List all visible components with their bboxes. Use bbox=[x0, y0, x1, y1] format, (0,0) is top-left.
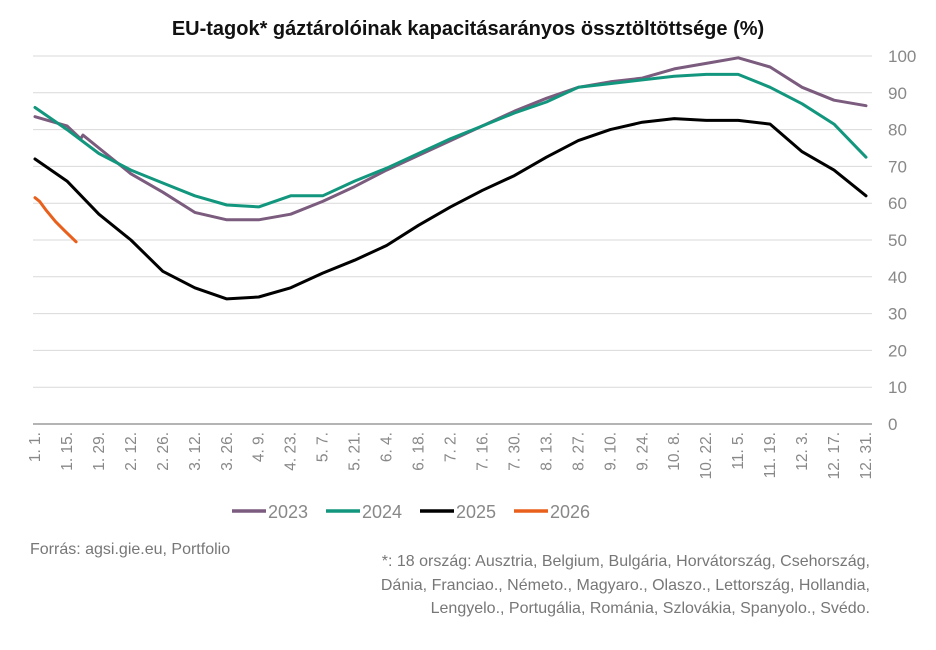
y-tick-label: 50 bbox=[888, 231, 907, 250]
x-tick-label: 10. 8. bbox=[666, 432, 683, 471]
y-tick-label: 10 bbox=[888, 378, 907, 397]
x-tick-label: 7. 2. bbox=[443, 432, 460, 462]
y-tick-label: 70 bbox=[888, 157, 907, 176]
x-tick-label: 3. 12. bbox=[187, 432, 204, 471]
x-tick-label: 8. 27. bbox=[570, 432, 587, 471]
x-tick-label: 1. 15. bbox=[59, 432, 76, 471]
x-tick-label: 6. 4. bbox=[379, 432, 396, 462]
footnote-line: Lengyelo., Portugália, Románia, Szlováki… bbox=[430, 600, 870, 617]
y-tick-label: 40 bbox=[888, 268, 907, 287]
y-tick-label: 20 bbox=[888, 341, 907, 360]
footnote: *: 18 ország: Ausztria, Belgium, Bulgári… bbox=[381, 550, 870, 621]
footnote-line: *: 18 ország: Ausztria, Belgium, Bulgári… bbox=[381, 553, 870, 570]
legend: 2023 2024 2025 2026 bbox=[232, 502, 590, 522]
x-tick-label: 7. 30. bbox=[506, 432, 523, 471]
footnote-line: Dánia, Franciao., Németo., Magyaro., Ola… bbox=[380, 576, 870, 594]
y-tick-label: 60 bbox=[888, 194, 907, 213]
x-tick-label: 6. 18. bbox=[411, 432, 428, 471]
chart-title: EU-tagok* gáztárolóinak kapacitásarányos… bbox=[171, 18, 765, 40]
x-tick-label: 12. 17. bbox=[826, 432, 843, 479]
x-tick-label: 12. 3. bbox=[794, 432, 811, 471]
legend-label-2026: 2026 bbox=[550, 502, 590, 522]
x-tick-label: 9. 10. bbox=[602, 432, 619, 471]
y-tick-label: 30 bbox=[888, 305, 907, 324]
series-line-2026 bbox=[33, 196, 78, 244]
x-tick-label: 2. 12. bbox=[123, 432, 140, 471]
y-tick-label: 0 bbox=[888, 415, 897, 434]
y-tick-label: 80 bbox=[888, 121, 907, 140]
x-tick-label: 1. 29. bbox=[91, 432, 108, 471]
source-text: Forrás: agsi.gie.eu, Portfolio bbox=[30, 541, 231, 558]
series-line-2025 bbox=[33, 117, 868, 301]
x-tick-label: 8. 13. bbox=[538, 432, 555, 471]
line-chart: 0 10 20 30 40 50 60 70 80 90 100 1. 1. 1. 15. 1. 29.… bbox=[27, 47, 916, 522]
series-lines bbox=[33, 56, 868, 301]
x-tick-label: 9. 24. bbox=[634, 432, 651, 471]
y-tick-label: 90 bbox=[888, 84, 907, 103]
x-axis-labels: 1. 1. 1. 15. 1. 29. 2. 12. 2. 26. 3. 12. 3. 26… bbox=[27, 432, 875, 479]
x-tick-label: 11. 19. bbox=[762, 432, 779, 478]
legend-label-2025: 2025 bbox=[456, 502, 496, 522]
y-axis-labels: 0 10 20 30 40 50 60 70 80 90 100 bbox=[888, 47, 916, 434]
y-tick-label: 100 bbox=[888, 47, 916, 66]
x-tick-label: 1. 1. bbox=[27, 432, 44, 462]
x-tick-label: 10. 22. bbox=[698, 432, 715, 479]
x-tick-label: 5. 21. bbox=[347, 432, 364, 471]
gridlines bbox=[33, 55, 872, 425]
x-tick-label: 4. 23. bbox=[283, 432, 300, 471]
series-line-2024 bbox=[33, 72, 868, 209]
x-tick-label: 11. 5. bbox=[730, 432, 747, 470]
x-tick-label: 7. 16. bbox=[474, 432, 491, 471]
x-tick-label: 3. 26. bbox=[219, 432, 236, 471]
x-tick-label: 4. 9. bbox=[251, 432, 268, 462]
x-tick-label: 5. 7. bbox=[315, 432, 332, 462]
legend-label-2024: 2024 bbox=[362, 502, 402, 522]
x-tick-label: 2. 26. bbox=[155, 432, 172, 471]
x-tick-label: 12. 31. bbox=[858, 432, 875, 479]
legend-label-2023: 2023 bbox=[268, 502, 308, 522]
